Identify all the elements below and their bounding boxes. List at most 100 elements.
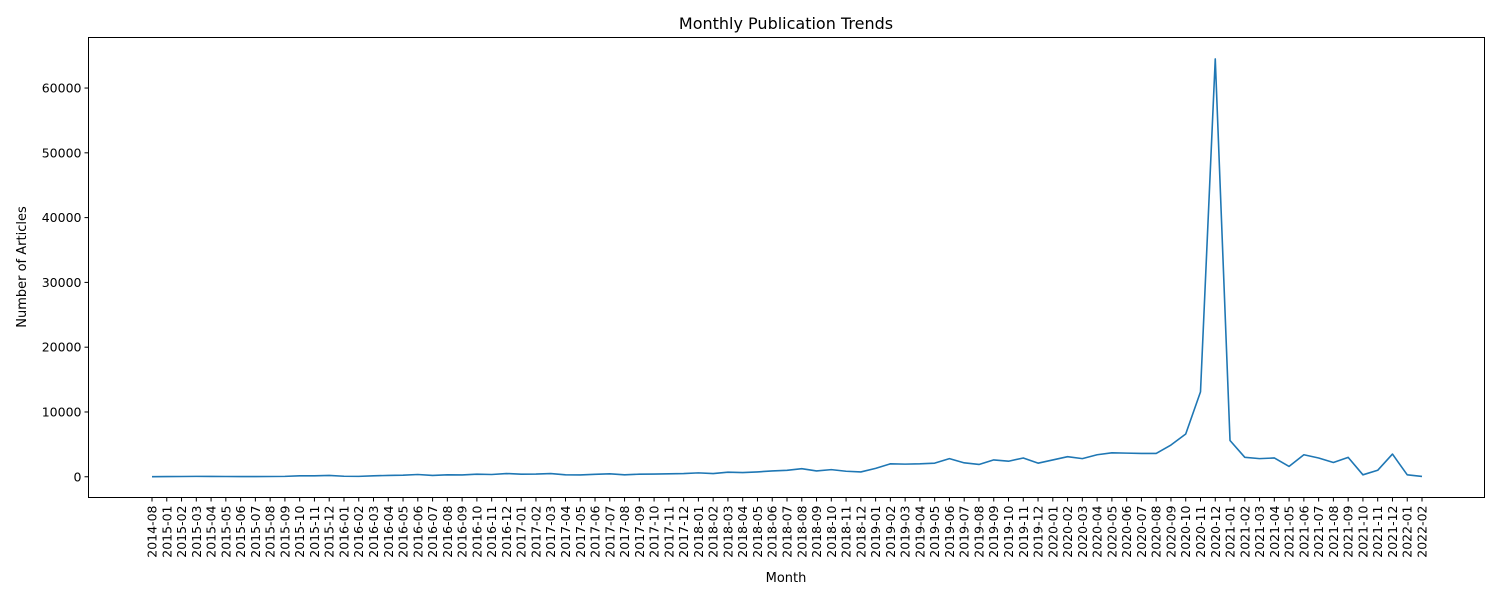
x-tick-label: 2014-08 xyxy=(145,505,160,557)
x-tick-label: 2019-04 xyxy=(912,505,927,557)
x-tick-label: 2019-09 xyxy=(986,505,1001,557)
x-tick-label: 2021-01 xyxy=(1223,506,1238,558)
x-tick-label: 2018-01 xyxy=(691,506,706,558)
axes-frame xyxy=(88,37,1485,498)
x-tick-label: 2020-10 xyxy=(1178,505,1193,557)
x-tick-label: 2018-03 xyxy=(720,506,735,558)
x-tick-label: 2016-10 xyxy=(469,505,484,557)
x-tick-label: 2017-02 xyxy=(528,506,543,558)
x-tick-label: 2015-08 xyxy=(263,505,278,557)
x-tick-label: 2018-06 xyxy=(765,505,780,557)
x-tick-label: 2015-06 xyxy=(233,505,248,557)
x-tick-label: 2021-04 xyxy=(1267,505,1282,557)
x-tick-label: 2015-10 xyxy=(292,505,307,557)
x-tick-label: 2017-08 xyxy=(617,505,632,557)
x-tick-label: 2019-07 xyxy=(957,506,972,558)
x-tick-label: 2019-06 xyxy=(942,505,957,557)
x-axis-label: Month xyxy=(766,571,807,586)
x-tick-label: 2019-10 xyxy=(1001,505,1016,557)
x-tick-label: 2019-08 xyxy=(971,505,986,557)
x-tick-label: 2019-02 xyxy=(883,506,898,558)
x-tick-label: 2016-01 xyxy=(336,506,351,558)
x-tick-label: 2016-06 xyxy=(410,505,425,557)
x-tick-label: 2020-12 xyxy=(1208,506,1223,558)
x-tick-label: 2016-11 xyxy=(484,506,499,558)
x-tick-label: 2017-07 xyxy=(602,506,617,558)
x-tick-label: 2021-10 xyxy=(1355,505,1370,557)
x-tick-label: 2018-02 xyxy=(706,506,721,558)
x-tick-label: 2017-09 xyxy=(632,505,647,557)
x-axis: 2014-08 2015-01 2015-02 2015-03 2015-04 2015-… xyxy=(145,497,1430,558)
x-tick-label: 2018-08 xyxy=(794,505,809,557)
x-tick-label: 2018-05 xyxy=(750,506,765,558)
x-tick-label: 2021-12 xyxy=(1385,506,1400,558)
x-tick-label: 2017-11 xyxy=(661,506,676,558)
y-tick-label: 30000 xyxy=(42,275,82,290)
x-tick-label: 2016-02 xyxy=(351,506,366,558)
x-tick-label: 2020-01 xyxy=(1045,506,1060,558)
x-tick-label: 2021-03 xyxy=(1252,506,1267,558)
x-tick-label: 2016-03 xyxy=(366,506,381,558)
x-tick-label: 2016-09 xyxy=(455,505,470,557)
x-tick-label: 2021-07 xyxy=(1311,506,1326,558)
x-tick-label: 2020-05 xyxy=(1104,506,1119,558)
x-tick-label: 2015-07 xyxy=(248,506,263,558)
x-tick-label: 2020-03 xyxy=(1075,506,1090,558)
x-tick-label: 2021-02 xyxy=(1237,506,1252,558)
x-tick-label: 2020-04 xyxy=(1090,505,1105,557)
x-tick-label: 2015-02 xyxy=(174,506,189,558)
x-tick-label: 2019-11 xyxy=(1016,506,1031,558)
y-tick-label: 50000 xyxy=(42,145,82,160)
x-tick-label: 2020-09 xyxy=(1163,505,1178,557)
chart-title: Monthly Publication Trends xyxy=(679,14,893,33)
x-tick-label: 2021-06 xyxy=(1296,505,1311,557)
x-tick-label: 2021-11 xyxy=(1370,506,1385,558)
x-tick-label: 2016-07 xyxy=(425,506,440,558)
x-tick-label: 2020-06 xyxy=(1119,505,1134,557)
x-tick-label: 2018-11 xyxy=(839,506,854,558)
y-tick-label: 40000 xyxy=(42,210,82,225)
x-tick-label: 2019-12 xyxy=(1031,506,1046,558)
x-tick-label: 2022-02 xyxy=(1415,506,1430,558)
x-tick-label: 2018-04 xyxy=(735,505,750,557)
y-axis-label: Number of Articles xyxy=(15,206,30,328)
x-tick-label: 2017-10 xyxy=(647,505,662,557)
x-tick-label: 2017-01 xyxy=(514,506,529,558)
x-tick-label: 2015-04 xyxy=(204,505,219,557)
x-tick-label: 2019-05 xyxy=(927,506,942,558)
x-tick-label: 2016-08 xyxy=(440,505,455,557)
y-tick-label: 20000 xyxy=(42,340,82,355)
x-tick-label: 2022-01 xyxy=(1400,506,1415,558)
x-tick-label: 2021-08 xyxy=(1326,505,1341,557)
x-tick-label: 2015-09 xyxy=(277,505,292,557)
x-tick-label: 2018-09 xyxy=(809,505,824,557)
x-tick-label: 2015-11 xyxy=(307,506,322,558)
y-tick-label: 0 xyxy=(74,469,82,484)
x-tick-label: 2018-12 xyxy=(853,506,868,558)
y-axis: 0 10000 20000 30000 40000 50000 60000 xyxy=(42,81,89,484)
x-tick-label: 2020-02 xyxy=(1060,506,1075,558)
x-tick-label: 2016-05 xyxy=(396,506,411,558)
x-tick-label: 2015-01 xyxy=(159,506,174,558)
y-tick-label: 10000 xyxy=(42,404,82,419)
x-tick-label: 2021-05 xyxy=(1282,506,1297,558)
series-line xyxy=(151,58,1423,478)
x-tick-label: 2017-06 xyxy=(588,505,603,557)
x-tick-label: 2016-04 xyxy=(381,505,396,557)
x-tick-label: 2020-11 xyxy=(1193,506,1208,558)
y-tick-label: 60000 xyxy=(42,81,82,96)
x-tick-label: 2018-07 xyxy=(780,506,795,558)
x-tick-label: 2019-03 xyxy=(898,506,913,558)
x-tick-label: 2017-03 xyxy=(543,506,558,558)
x-tick-label: 2017-04 xyxy=(558,505,573,557)
x-tick-label: 2020-07 xyxy=(1134,506,1149,558)
x-tick-label: 2017-05 xyxy=(573,506,588,558)
x-tick-label: 2015-03 xyxy=(189,506,204,558)
x-tick-label: 2018-10 xyxy=(824,505,839,557)
x-tick-label: 2021-09 xyxy=(1341,505,1356,557)
x-tick-label: 2015-05 xyxy=(218,506,233,558)
x-tick-label: 2019-01 xyxy=(868,506,883,558)
x-tick-label: 2016-12 xyxy=(499,506,514,558)
x-tick-label: 2017-12 xyxy=(676,506,691,558)
